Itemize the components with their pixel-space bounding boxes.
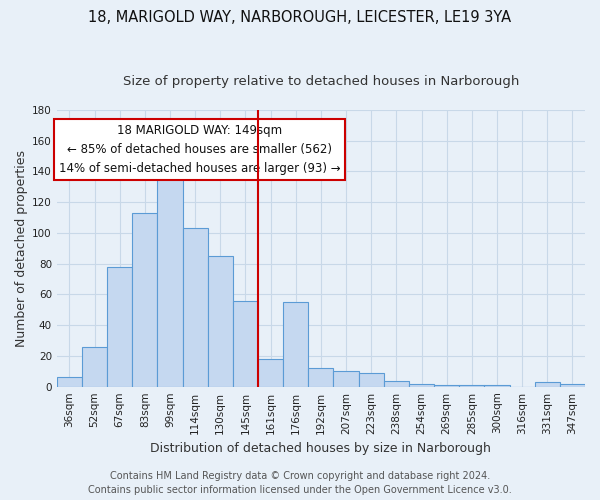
Bar <box>459 385 484 386</box>
Bar <box>409 384 434 386</box>
Bar <box>157 164 182 386</box>
Bar <box>208 256 233 386</box>
Bar <box>258 359 283 386</box>
Bar <box>434 385 459 386</box>
Bar <box>334 372 359 386</box>
Bar <box>233 300 258 386</box>
Bar <box>308 368 334 386</box>
Text: 18, MARIGOLD WAY, NARBOROUGH, LEICESTER, LE19 3YA: 18, MARIGOLD WAY, NARBOROUGH, LEICESTER,… <box>88 10 512 25</box>
Bar <box>560 384 585 386</box>
Bar <box>107 267 132 386</box>
X-axis label: Distribution of detached houses by size in Narborough: Distribution of detached houses by size … <box>151 442 491 455</box>
Bar <box>82 346 107 387</box>
Bar <box>132 213 157 386</box>
Text: 18 MARIGOLD WAY: 149sqm
← 85% of detached houses are smaller (562)
14% of semi-d: 18 MARIGOLD WAY: 149sqm ← 85% of detache… <box>59 124 340 175</box>
Bar <box>57 378 82 386</box>
Bar <box>535 382 560 386</box>
Bar <box>484 385 509 386</box>
Bar <box>384 380 409 386</box>
Bar <box>182 228 208 386</box>
Y-axis label: Number of detached properties: Number of detached properties <box>15 150 28 347</box>
Bar <box>359 373 384 386</box>
Text: Contains HM Land Registry data © Crown copyright and database right 2024.
Contai: Contains HM Land Registry data © Crown c… <box>88 471 512 495</box>
Title: Size of property relative to detached houses in Narborough: Size of property relative to detached ho… <box>123 75 519 88</box>
Bar <box>283 302 308 386</box>
